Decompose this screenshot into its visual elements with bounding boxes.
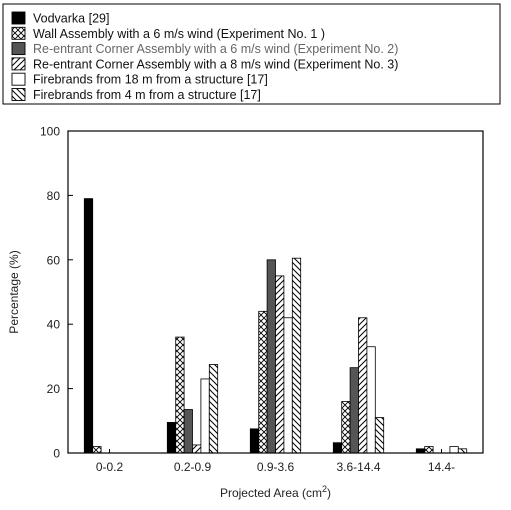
legend-swatch [11, 26, 26, 40]
legend-label: Wall Assembly with a 6 m/s wind (Experim… [33, 27, 325, 41]
bar [83, 198, 94, 454]
bar [258, 310, 268, 454]
legend-frame [2, 3, 501, 105]
bar [283, 317, 293, 454]
bar [208, 364, 219, 454]
x-tick-label: 0-0.2 [96, 460, 124, 474]
bar [457, 448, 468, 454]
bar [374, 417, 385, 454]
x-tick-label: 14.4- [428, 460, 455, 474]
x-tick-label: 0.9-3.6 [257, 460, 295, 474]
x-tick-label: 0.2-0.9 [174, 460, 212, 474]
bar [192, 444, 202, 454]
y-tick-label: 100 [40, 125, 60, 139]
legend-swatch [11, 88, 26, 101]
y-axis: 0 20 40 60 80 100 [40, 125, 73, 461]
bar [366, 346, 376, 454]
legend-label: Re-entrant Corner Assembly with a 6 m/s … [33, 42, 398, 56]
legend-swatch [11, 57, 26, 71]
legend-label: Re-entrant Corner Assembly with a 8 m/s … [33, 57, 398, 71]
bar [449, 446, 459, 454]
bar [183, 409, 193, 454]
legend-label: Firebrands from 18 m from a structure [1… [33, 73, 268, 87]
bar [291, 257, 302, 454]
legend: Vodvarka [29]Wall Assembly with a 6 m/s … [2, 3, 501, 105]
y-tick-label: 40 [47, 318, 61, 332]
legend-swatch [11, 11, 26, 25]
plot-area: 0 20 40 60 80 100 0-0.2 0.2-0.9 0.9-3.6 3.6-14.4… [7, 125, 484, 500]
bar [275, 275, 285, 454]
bar [415, 448, 426, 454]
y-tick-label: 20 [47, 382, 61, 396]
bar [424, 446, 434, 454]
y-tick-label: 80 [47, 189, 61, 203]
legend-label: Firebrands from 4 m from a structure [17… [33, 88, 261, 102]
bar [266, 259, 276, 454]
y-tick-label: 60 [47, 253, 61, 267]
legend-swatch [11, 72, 26, 86]
y-axis-label: Percentage (%) [7, 250, 21, 333]
bar [349, 367, 359, 454]
x-tick-label: 3.6-14.4 [336, 460, 380, 474]
bar [175, 336, 185, 454]
bar [249, 428, 260, 454]
bar [92, 446, 102, 454]
bar [200, 378, 210, 454]
bar [358, 317, 368, 454]
legend-swatch [11, 42, 26, 56]
bar [341, 401, 351, 454]
bar [166, 422, 177, 454]
legend-label: Vodvarka [29] [33, 12, 109, 26]
x-axis-label: Projected Area (cm2) [220, 484, 331, 500]
bar [332, 442, 343, 454]
y-tick-label: 0 [53, 447, 60, 461]
x-axis: 0-0.2 0.2-0.9 0.9-3.6 3.6-14.4 14.4- [96, 449, 455, 474]
